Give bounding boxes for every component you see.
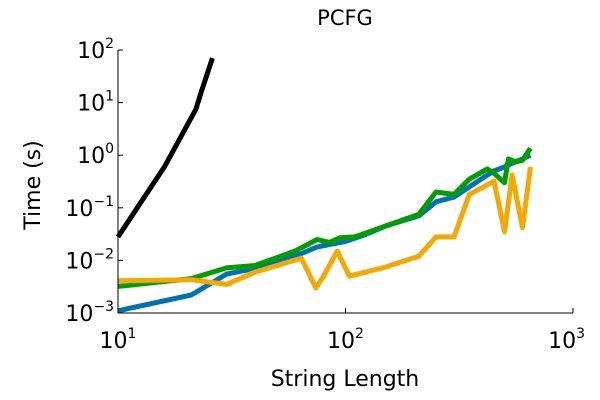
y-tick-label: 10−1 [65,194,114,222]
chart-title: PCFG [317,6,373,30]
x-tick-label: 102 [327,326,364,354]
y-tick-label: 100 [77,141,114,169]
series-line-2 [117,146,533,289]
y-tick-label: 102 [77,36,114,64]
series-line-3 [117,166,533,291]
series-line-4 [115,57,215,239]
y-tick-label: 10−2 [65,246,114,274]
ticks-group: 101 102 103 10−3 10−2 10−1 100 101 102 [65,36,585,354]
x-axis-label: String Length [271,367,420,392]
y-tick-label: 101 [77,89,114,117]
x-tick-label: 103 [548,326,585,354]
y-tick-label: 10−3 [65,299,114,327]
y-axis-label: Time (s) [21,140,46,230]
x-tick-label: 101 [100,326,137,354]
series-group [115,57,533,314]
